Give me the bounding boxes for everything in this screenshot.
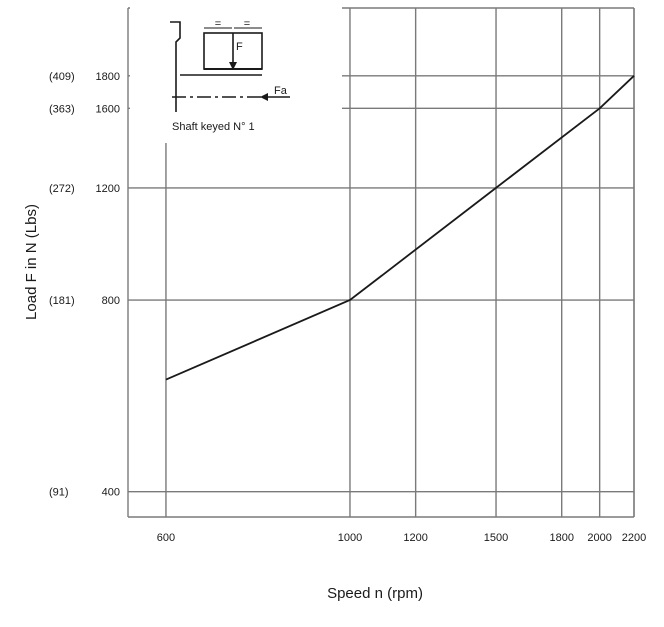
equal-mark-left: =	[215, 18, 221, 30]
shaft-inset-diagram: = = F Fa Shaft keyed N° 1	[130, 7, 342, 143]
y-tick-label: 1600	[96, 103, 120, 115]
x-axis-title: Speed n (rpm)	[327, 585, 423, 602]
y-tick-labels: 400 (91) 800 (181) 1200 (272) 1600 (363) 1800 (40…	[49, 71, 120, 499]
force-arrow-icon	[229, 62, 237, 70]
y-axis-title: Load F in N (Lbs)	[23, 204, 40, 320]
axial-force-label: Fa	[274, 85, 288, 97]
y-tick-label: 800	[102, 295, 120, 307]
x-tick-label: 2000	[587, 532, 611, 544]
inset-caption: Shaft keyed N° 1	[172, 121, 255, 133]
x-tick-label: 2200	[622, 532, 646, 544]
x-tick-label: 1200	[403, 532, 427, 544]
axial-arrow-icon	[260, 93, 268, 101]
x-tick-label: 1800	[549, 532, 573, 544]
equal-mark-right: =	[244, 18, 250, 30]
series-layer	[165, 75, 635, 381]
shaft-shoulder	[170, 21, 181, 112]
x-tick-label: 1500	[484, 532, 508, 544]
y-tick-alt-label: (181)	[49, 295, 75, 307]
load-speed-line	[165, 75, 635, 381]
force-label: F	[236, 41, 243, 53]
y-tick-alt-label: (363)	[49, 103, 75, 115]
y-tick-label: 1200	[96, 183, 120, 195]
y-tick-alt-label: (91)	[49, 487, 69, 499]
y-tick-alt-label: (272)	[49, 183, 75, 195]
x-tick-labels: 600 1000 1200 1500 1800 2000 2200	[157, 532, 646, 544]
plot-frame	[127, 7, 635, 518]
y-tick-label: 1800	[96, 71, 120, 83]
y-tick-label: 400	[102, 487, 120, 499]
y-tick-alt-label: (409)	[49, 71, 75, 83]
x-tick-label: 1000	[338, 532, 362, 544]
x-tick-label: 600	[157, 532, 175, 544]
